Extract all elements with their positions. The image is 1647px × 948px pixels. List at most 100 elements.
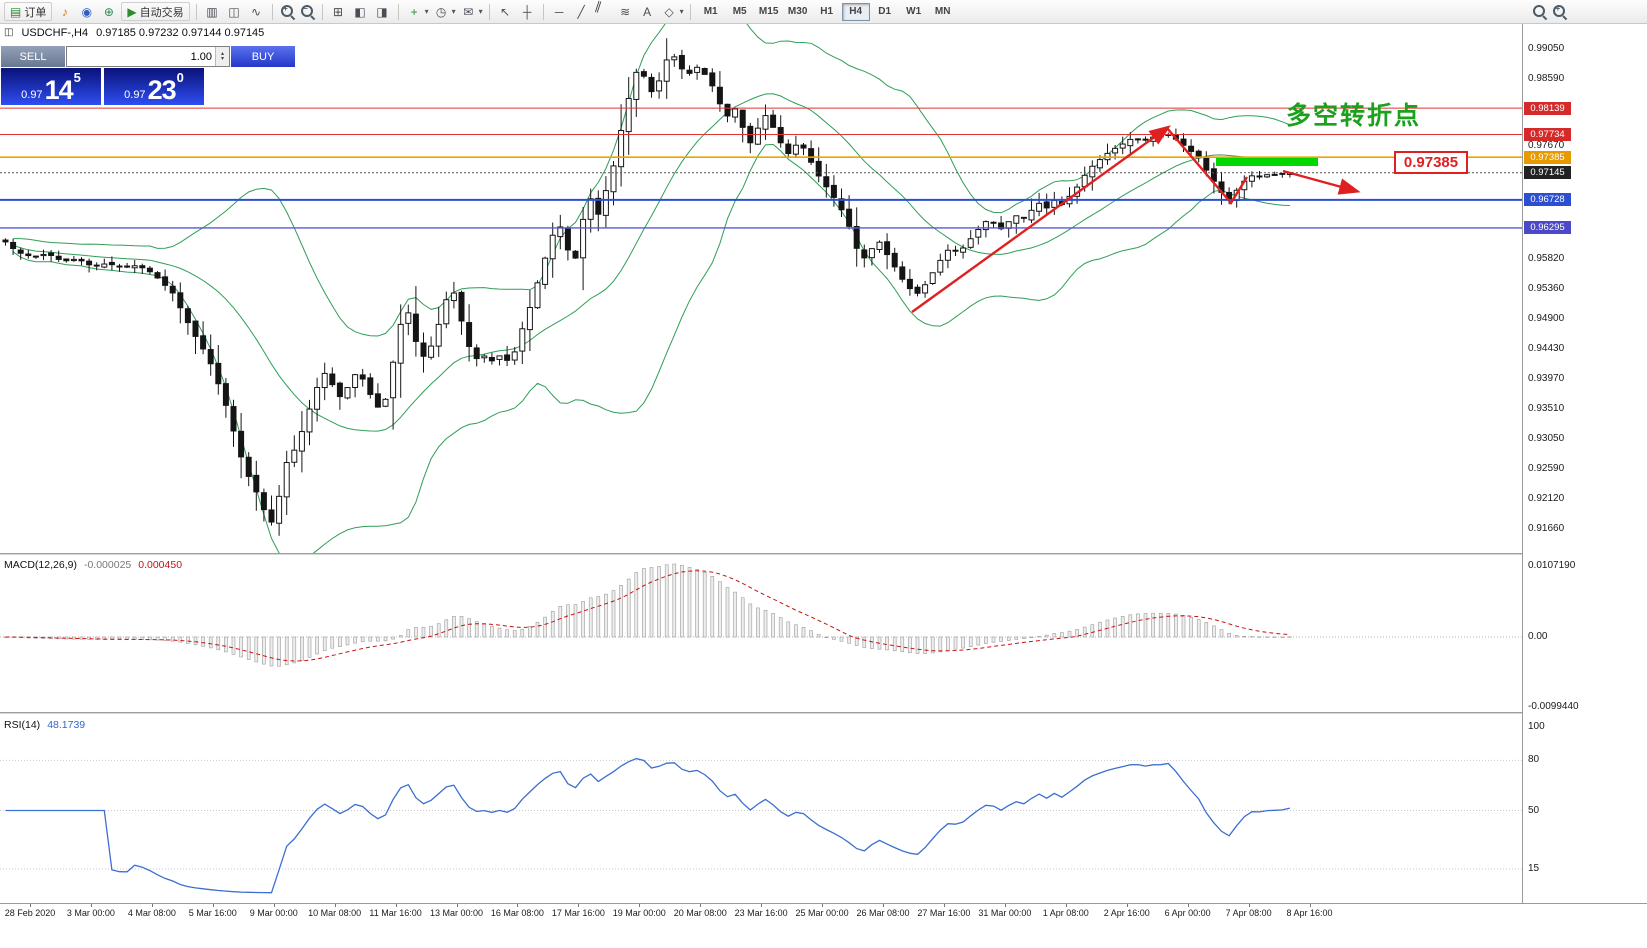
candle-body xyxy=(1271,173,1278,176)
timeframe-m30[interactable]: M30 xyxy=(784,3,812,21)
macd-histogram-bar xyxy=(550,610,555,638)
candle-body xyxy=(238,430,245,458)
periods-icon[interactable]: ◷ xyxy=(435,4,447,19)
candle-body xyxy=(230,406,237,432)
timeframe-h4[interactable]: H4 xyxy=(841,2,870,21)
candle-body xyxy=(306,408,313,433)
macd-histogram-bar xyxy=(923,636,927,654)
time-tick xyxy=(30,904,31,907)
macd-panel-chart[interactable] xyxy=(0,556,1522,712)
indicators-icon[interactable]: + xyxy=(410,4,418,19)
candle-body xyxy=(367,377,374,395)
macd-histogram-bar xyxy=(649,567,654,638)
macd-histogram-bar xyxy=(322,636,327,651)
crosshair-icon[interactable]: ┼ xyxy=(522,4,532,19)
timeframe-h1[interactable]: H1 xyxy=(813,3,841,21)
timeframe-w1[interactable]: W1 xyxy=(900,3,928,21)
candle-chart-icon[interactable]: ◫ xyxy=(228,4,240,19)
account-icon[interactable]: ◉ xyxy=(81,4,93,19)
time-label: 5 Mar 16:00 xyxy=(188,908,237,918)
candle-body xyxy=(739,109,746,128)
find-symbol-icon[interactable]: + xyxy=(1551,3,1568,20)
horizontal-line-tool-icon[interactable]: ─ xyxy=(554,4,564,19)
macd-histogram-bar xyxy=(345,636,350,646)
shapes-caret-icon[interactable]: ▾ xyxy=(679,7,684,16)
text-tool-icon[interactable]: A xyxy=(643,4,652,19)
macd-scale-label: -0.0099440 xyxy=(1528,701,1579,712)
macd-histogram-bar xyxy=(1029,636,1034,639)
macd-histogram-bar xyxy=(1082,626,1087,638)
macd-histogram-bar xyxy=(490,626,494,638)
alerts-icon[interactable]: ♪ xyxy=(61,4,68,19)
macd-histogram-bar xyxy=(1037,636,1041,638)
cursor-icon[interactable]: ↖ xyxy=(500,4,511,19)
tile-windows-icon[interactable]: ⊞ xyxy=(333,4,344,19)
rsi-splitter[interactable] xyxy=(0,712,1647,715)
macd-histogram-bar xyxy=(725,587,730,638)
candle-body xyxy=(1127,138,1134,147)
timeframe-mn[interactable]: MN xyxy=(929,3,957,21)
spinner-down-icon[interactable]: ▾ xyxy=(220,55,224,62)
time-label: 3 Mar 00:00 xyxy=(66,908,115,918)
candle-body xyxy=(298,431,305,452)
templates-caret-icon[interactable]: ▾ xyxy=(478,7,483,16)
macd-scale-label: 0.00 xyxy=(1528,631,1548,642)
shapes-tool-icon[interactable]: ◇ xyxy=(664,4,674,19)
timeframe-d1[interactable]: D1 xyxy=(871,3,899,21)
main-chart[interactable] xyxy=(0,24,1522,553)
candle-body xyxy=(1096,159,1103,169)
rsi-panel-chart[interactable] xyxy=(0,715,1522,903)
volume-spinner[interactable]: ▴ ▾ xyxy=(215,47,229,66)
sell-price-pipette: 5 xyxy=(73,70,81,85)
macd-histogram-bar xyxy=(619,585,623,638)
buy-price-pips: 23 xyxy=(147,74,177,105)
candle-body xyxy=(967,238,974,248)
autotrading-button[interactable]: ▶ 自动交易 xyxy=(121,2,190,21)
candle-body xyxy=(276,495,283,524)
candle-body xyxy=(124,265,131,268)
sell-button[interactable]: 0.97 14 5 xyxy=(1,68,101,105)
macd-histogram-bar xyxy=(740,597,745,638)
community-icon[interactable]: ⊕ xyxy=(103,4,114,19)
macd-histogram-bar xyxy=(1219,629,1224,638)
new-order-button[interactable]: ▤ 订单 xyxy=(4,2,53,21)
macd-histogram-bar xyxy=(938,636,943,653)
auto-scroll-icon[interactable]: ◨ xyxy=(376,4,388,19)
zoom-in-icon[interactable]: + xyxy=(279,3,296,20)
zoom-out-icon[interactable]: − xyxy=(299,3,316,20)
candle-body xyxy=(291,449,298,463)
time-tick xyxy=(395,904,397,907)
trendline-tool-icon[interactable]: ╱ xyxy=(577,4,585,19)
timeframe-m5[interactable]: M5 xyxy=(726,3,754,21)
bar-chart-icon[interactable]: ▥ xyxy=(206,4,218,19)
candle-body xyxy=(777,127,784,144)
channel-tool-icon[interactable]: ∥ xyxy=(593,0,604,14)
periods-caret-icon[interactable]: ▾ xyxy=(451,7,456,16)
templates-icon[interactable]: ✉ xyxy=(463,4,474,19)
indicators-caret-icon[interactable]: ▾ xyxy=(424,7,429,16)
line-chart-icon[interactable]: ∿ xyxy=(251,4,262,19)
macd-histogram-bar xyxy=(1272,636,1277,638)
macd-histogram-bar xyxy=(1136,613,1140,638)
price-scale[interactable]: 0.99050 0.98590 0.97670 0.95820 0.95360 0.949… xyxy=(1522,24,1647,903)
timeframe-m1[interactable]: M1 xyxy=(697,3,725,21)
candle-body xyxy=(625,98,632,133)
chart-shift-icon[interactable]: ◧ xyxy=(354,4,366,19)
macd-splitter[interactable] xyxy=(0,553,1647,556)
candle-body xyxy=(975,228,982,238)
volume-input[interactable] xyxy=(67,47,215,66)
timeframe-m15[interactable]: M15 xyxy=(755,3,783,21)
time-tick xyxy=(151,904,153,907)
spinner-up-icon[interactable]: ▴ xyxy=(220,50,224,57)
price-scale-label: 0.93510 xyxy=(1528,402,1565,414)
price-scale-label: 0.95360 xyxy=(1528,282,1565,294)
candle-body xyxy=(504,354,511,361)
macd-histogram-bar xyxy=(596,596,601,638)
fibonacci-tool-icon[interactable]: ≋ xyxy=(620,4,631,19)
buy-button[interactable]: 0.97 23 0 xyxy=(104,68,204,105)
macd-histogram-bar xyxy=(839,636,844,642)
search-icon[interactable] xyxy=(1531,3,1548,20)
candle-body xyxy=(1180,138,1187,146)
time-label: 27 Mar 16:00 xyxy=(917,908,971,918)
time-axis[interactable]: 28 Feb 2020 3 Mar 00:00 4 Mar 08:00 5 Mar 1… xyxy=(0,903,1647,922)
